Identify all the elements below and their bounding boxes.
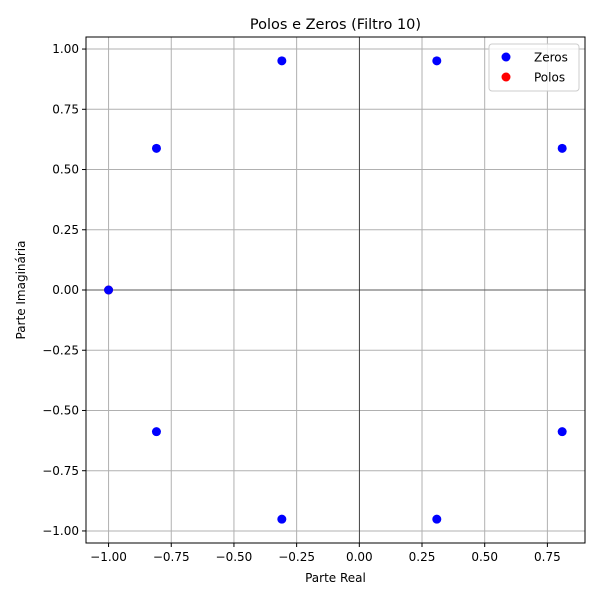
x-tick-label: −0.25 xyxy=(278,550,315,564)
legend-marker-polos xyxy=(501,72,511,82)
y-tick-label: 0.00 xyxy=(52,283,79,297)
chart-title: Polos e Zeros (Filtro 10) xyxy=(250,17,421,33)
y-axis-label: Parte Imaginária xyxy=(14,241,28,340)
x-tick-label: −0.75 xyxy=(153,550,190,564)
y-tick-label: 0.75 xyxy=(52,102,79,116)
x-tick-label: 0.00 xyxy=(346,550,373,564)
x-tick-label: 0.25 xyxy=(409,550,436,564)
zero-point xyxy=(104,285,114,295)
zero-point xyxy=(557,143,567,153)
legend-box xyxy=(488,43,580,92)
x-tick-label: −1.00 xyxy=(90,550,127,564)
y-tick-label: −0.75 xyxy=(42,464,79,478)
data-points xyxy=(104,56,567,524)
x-axis-label: Parte Real xyxy=(305,571,366,585)
y-tick-label: 1.00 xyxy=(52,42,79,56)
zero-point xyxy=(432,56,442,66)
grid xyxy=(86,37,585,543)
legend-label-zeros: Zeros xyxy=(534,51,568,65)
y-tick-label: −0.25 xyxy=(42,343,79,357)
zero-point xyxy=(277,514,287,524)
legend-label-polos: Polos xyxy=(534,71,565,85)
x-tick-label: 0.50 xyxy=(471,550,498,564)
legend-marker-zeros xyxy=(501,52,511,62)
zero-point xyxy=(151,427,161,437)
zero-point xyxy=(432,514,442,524)
zero-point xyxy=(277,56,287,66)
x-tick-label: −0.50 xyxy=(216,550,253,564)
x-tick-label: 0.75 xyxy=(534,550,561,564)
y-tick-label: 0.50 xyxy=(52,163,79,177)
y-tick-label: −0.50 xyxy=(42,404,79,418)
zero-point xyxy=(557,427,567,437)
y-tick-label: −1.00 xyxy=(42,524,79,538)
zero-axes xyxy=(86,37,585,543)
zero-point xyxy=(151,143,161,153)
y-tick-label: 0.25 xyxy=(52,223,79,237)
legend: Zeros Polos xyxy=(488,43,580,92)
axis-ticks: −1.00 −0.75 −0.50 −0.25 0.00 0.25 0.50 0.75 1.00… xyxy=(42,42,561,564)
